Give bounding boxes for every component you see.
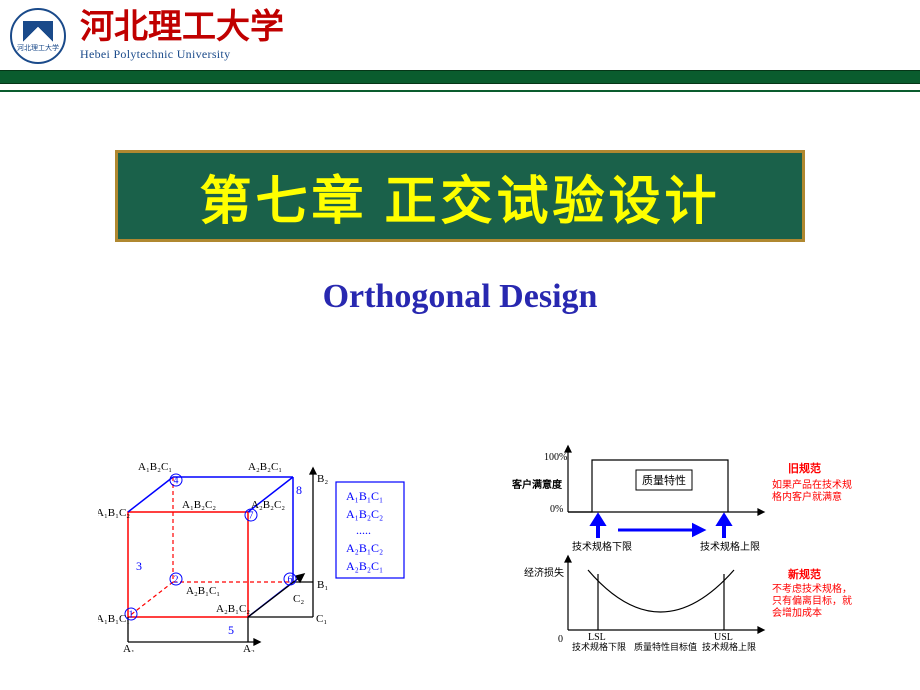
quality-diagram: 质量特性 100% 0% 客户满意度 技术规格下限 技术规格上限 旧规范 如果产…	[510, 442, 870, 652]
svg-text:8: 8	[296, 483, 302, 497]
svg-text:A₂B₂C₂: A₂B₂C₂	[251, 499, 285, 511]
svg-text:格内客户就满意: 格内客户就满意	[772, 490, 842, 503]
svg-text:7: 7	[249, 511, 254, 522]
svg-text:A₂B₁C₂: A₂B₁C₂	[216, 603, 250, 615]
svg-text:B₂: B₂	[317, 473, 328, 485]
svg-text:.....: .....	[356, 523, 371, 537]
svg-text:A₁B₁C₁: A₁B₁C₁	[346, 489, 383, 503]
svg-text:B₁: B₁	[317, 579, 328, 591]
svg-text:C₂: C₂	[293, 593, 304, 605]
university-logo: 河北理工大学	[10, 8, 66, 64]
chapter-title-box: 第七章 正交试验设计	[115, 150, 805, 242]
svg-text:A₂B₂C₁: A₂B₂C₁	[248, 461, 282, 473]
svg-text:技术规格上限: 技术规格上限	[702, 641, 756, 652]
svg-text:A₂B₁C₂: A₂B₁C₂	[346, 541, 383, 555]
svg-text:A₁B₂C₂: A₁B₂C₂	[346, 507, 383, 521]
svg-text:A₂B₂C₁: A₂B₂C₁	[346, 559, 383, 573]
svg-text:4: 4	[174, 476, 179, 487]
svg-text:客户满意度: 客户满意度	[511, 478, 563, 491]
svg-text:如果产品在技术规: 如果产品在技术规	[772, 478, 852, 491]
svg-text:A₁B₁C₂: A₁B₁C₂	[98, 507, 130, 519]
svg-text:C₁: C₁	[316, 613, 327, 625]
svg-text:会增加成本: 会增加成本	[772, 606, 822, 619]
svg-text:6: 6	[288, 575, 293, 586]
university-name-en: Hebei Polytechnic University	[80, 47, 284, 62]
svg-text:A₁B₂C₁: A₁B₂C₁	[138, 461, 172, 473]
svg-text:5: 5	[228, 623, 234, 637]
divider-line	[0, 90, 920, 92]
svg-text:A₂: A₂	[243, 643, 255, 652]
university-name-block: 河北理工大学 Hebei Polytechnic University	[80, 11, 284, 62]
svg-text:0%: 0%	[550, 504, 563, 515]
svg-text:旧规范: 旧规范	[788, 461, 821, 475]
header: 河北理工大学 河北理工大学 Hebei Polytechnic Universi…	[0, 0, 920, 68]
svg-text:100%: 100%	[544, 452, 567, 463]
svg-text:经济损失: 经济损失	[524, 566, 564, 579]
svg-text:3: 3	[136, 559, 142, 573]
cube-diagram: 1 2 3 4 5 6 7 8 A₁B₁C₁ A₂B₁C₁ A₂B₂C₁ A₁B…	[98, 452, 428, 652]
chapter-title: 第七章 正交试验设计	[199, 159, 720, 234]
svg-text:0: 0	[558, 634, 563, 645]
svg-text:新规范: 新规范	[788, 567, 821, 581]
svg-text:技术规格下限: 技术规格下限	[572, 641, 626, 652]
chapter-subtitle: Orthogonal Design	[0, 278, 920, 316]
svg-text:技术规格上限: 技术规格上限	[700, 540, 760, 553]
university-name-cn: 河北理工大学	[80, 11, 284, 45]
diagram-row: 1 2 3 4 5 6 7 8 A₁B₁C₁ A₂B₁C₁ A₂B₂C₁ A₁B…	[0, 450, 920, 670]
divider-bar	[0, 70, 920, 84]
svg-text:只有偏离目标，就: 只有偏离目标，就	[772, 594, 852, 607]
logo-caption: 河北理工大学	[17, 43, 59, 53]
svg-text:技术规格下限: 技术规格下限	[572, 540, 632, 553]
svg-text:A₁B₂C₂: A₁B₂C₂	[182, 499, 216, 511]
svg-text:A₂B₁C₁: A₂B₁C₁	[186, 585, 220, 597]
svg-text:A₁: A₁	[123, 643, 135, 652]
svg-text:2: 2	[174, 575, 179, 586]
svg-text:A₁B₁C₁: A₁B₁C₁	[98, 613, 130, 625]
svg-text:质量特性: 质量特性	[642, 473, 686, 487]
svg-text:不考虑技术规格，: 不考虑技术规格，	[772, 582, 852, 595]
svg-text:质量特性目标值: 质量特性目标值	[634, 641, 697, 652]
